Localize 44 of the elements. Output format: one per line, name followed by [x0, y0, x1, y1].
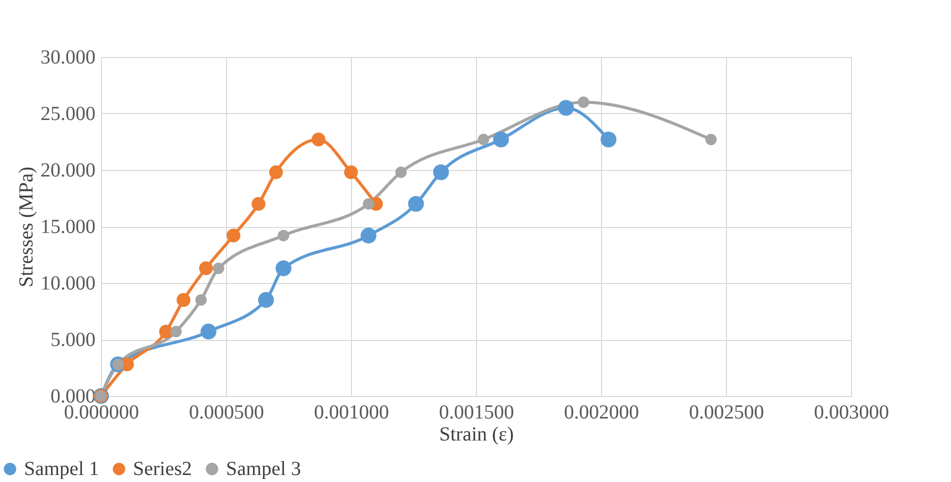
- point: [558, 100, 574, 116]
- point: [360, 228, 376, 244]
- y-tick-label: 30.000: [40, 46, 96, 68]
- y-axis-title: Stresses (MPa): [16, 166, 38, 288]
- y-tick-label: 10.000: [40, 272, 96, 294]
- point: [212, 262, 224, 274]
- x-tick-label: 0.003000: [814, 402, 889, 424]
- legend-label: Sampel 1: [24, 458, 99, 480]
- x-tick-label: 0.001000: [314, 402, 389, 424]
- x-tick-label: 0.000500: [189, 402, 264, 424]
- point: [395, 166, 407, 178]
- point: [600, 132, 616, 148]
- point: [200, 324, 216, 340]
- point: [269, 165, 283, 180]
- x-tick-label: 0.001500: [439, 402, 514, 424]
- point: [278, 230, 290, 242]
- legend-label: Series2: [133, 458, 192, 480]
- x-tick-label: 0.000000: [64, 402, 139, 424]
- point: [170, 326, 182, 338]
- point: [362, 198, 374, 210]
- x-tick-label: 0.002500: [689, 402, 764, 424]
- point: [199, 261, 213, 276]
- point: [195, 294, 207, 306]
- y-tick-label: 5.000: [50, 329, 96, 351]
- point: [705, 134, 717, 146]
- point: [226, 228, 240, 242]
- point: [408, 196, 424, 212]
- point: [276, 260, 292, 276]
- point: [344, 165, 358, 180]
- point: [252, 197, 266, 211]
- y-tick-label: 25.000: [40, 103, 96, 125]
- y-tick-label: 15.000: [40, 216, 96, 238]
- point: [312, 132, 326, 146]
- y-tick-label: 20.000: [40, 160, 96, 182]
- point: [478, 134, 490, 146]
- point: [578, 96, 590, 108]
- point: [433, 164, 449, 180]
- x-tick-label: 0.002000: [564, 402, 639, 424]
- point: [176, 293, 190, 307]
- point: [159, 324, 173, 338]
- point: [258, 292, 274, 308]
- point: [493, 132, 509, 148]
- x-axis-title: Strain (ε): [439, 424, 514, 446]
- legend-label: Sampel 3: [226, 458, 301, 480]
